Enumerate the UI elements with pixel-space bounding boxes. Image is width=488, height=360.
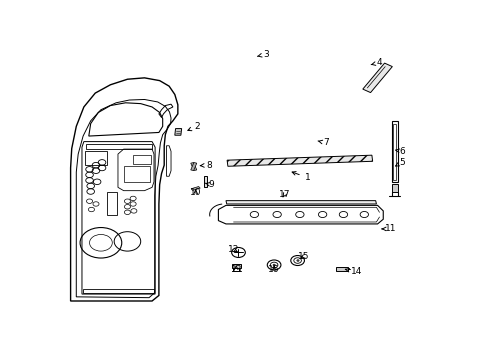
Bar bbox=[72, 196, 79, 215]
Bar bbox=[128, 145, 132, 148]
Bar bbox=[137, 145, 142, 148]
Bar bbox=[119, 145, 123, 148]
Text: 15: 15 bbox=[297, 252, 309, 261]
Polygon shape bbox=[70, 78, 178, 301]
Text: 16: 16 bbox=[268, 265, 279, 274]
Polygon shape bbox=[226, 155, 372, 166]
Text: 13: 13 bbox=[230, 265, 242, 274]
Polygon shape bbox=[191, 186, 200, 190]
Text: 2: 2 bbox=[187, 122, 200, 131]
Bar bbox=[93, 288, 99, 293]
Bar bbox=[142, 288, 147, 293]
Text: 3: 3 bbox=[257, 50, 268, 59]
Polygon shape bbox=[231, 264, 240, 268]
Text: 10: 10 bbox=[189, 188, 201, 197]
Polygon shape bbox=[218, 205, 383, 224]
Polygon shape bbox=[391, 121, 397, 183]
Bar bbox=[105, 288, 111, 293]
Text: 17: 17 bbox=[278, 190, 290, 199]
Bar bbox=[101, 145, 105, 148]
Bar bbox=[146, 145, 151, 148]
Polygon shape bbox=[362, 63, 391, 93]
Text: 1: 1 bbox=[291, 172, 310, 182]
Polygon shape bbox=[190, 162, 196, 171]
Polygon shape bbox=[225, 201, 376, 204]
Text: 9: 9 bbox=[205, 180, 213, 189]
Text: 12: 12 bbox=[227, 245, 239, 254]
Bar bbox=[109, 145, 114, 148]
Polygon shape bbox=[335, 267, 347, 271]
Polygon shape bbox=[190, 162, 196, 171]
Polygon shape bbox=[205, 0, 259, 23]
Text: 7: 7 bbox=[317, 139, 328, 148]
Text: 8: 8 bbox=[200, 161, 211, 170]
Text: 5: 5 bbox=[395, 158, 404, 167]
Text: 14: 14 bbox=[345, 267, 362, 276]
Polygon shape bbox=[231, 0, 299, 21]
Bar bbox=[118, 288, 123, 293]
Polygon shape bbox=[391, 184, 397, 192]
Text: 6: 6 bbox=[395, 147, 404, 156]
Circle shape bbox=[296, 260, 299, 261]
Text: 4: 4 bbox=[370, 58, 382, 67]
Bar bbox=[91, 145, 96, 148]
Polygon shape bbox=[175, 129, 181, 135]
Polygon shape bbox=[204, 176, 207, 187]
Text: 11: 11 bbox=[381, 224, 396, 233]
Bar bbox=[130, 288, 135, 293]
Circle shape bbox=[272, 264, 275, 266]
